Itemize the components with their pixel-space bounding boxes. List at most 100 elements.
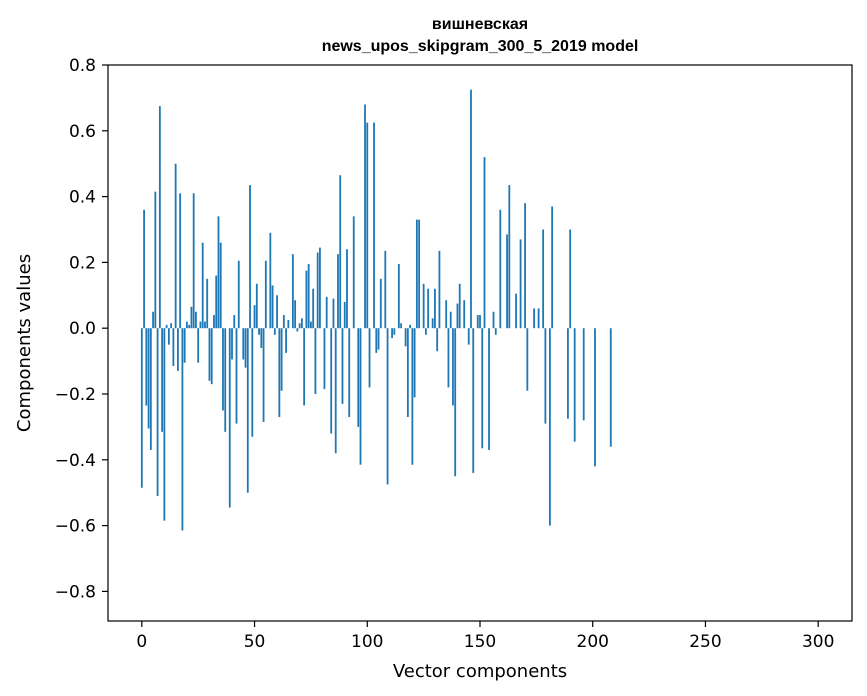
bar (339, 175, 342, 329)
bar (294, 300, 297, 329)
bar (147, 328, 150, 429)
bar (255, 283, 258, 329)
bar (343, 301, 346, 329)
y-tick-label: −0.4 (55, 451, 96, 471)
y-tick-label: −0.8 (55, 582, 96, 602)
bar (436, 328, 439, 352)
bar (181, 328, 184, 531)
bar (323, 328, 326, 390)
bar (386, 328, 389, 485)
bar (140, 328, 143, 488)
x-tick-label: 300 (802, 632, 834, 652)
x-tick-label: 50 (244, 632, 266, 652)
bar (346, 249, 348, 329)
bar (282, 315, 285, 329)
bar (548, 328, 551, 526)
bar (262, 328, 265, 422)
bar (310, 321, 312, 329)
bar (391, 328, 393, 339)
y-tick-label: −0.6 (55, 517, 96, 537)
bar (176, 328, 179, 371)
bar (413, 328, 416, 398)
bar (492, 311, 495, 329)
bar (174, 163, 177, 329)
bar (208, 328, 211, 381)
bar (206, 278, 209, 329)
bar (393, 328, 396, 335)
bar (479, 315, 481, 329)
bar (422, 283, 425, 329)
bar (533, 308, 536, 329)
bar (458, 283, 461, 329)
bar (307, 264, 310, 329)
bar (526, 328, 529, 391)
bar (508, 185, 511, 329)
bar (233, 315, 236, 329)
bar (379, 278, 382, 329)
bar (494, 328, 497, 335)
y-tick-label: 0.6 (69, 122, 96, 142)
bar (447, 328, 450, 388)
bar (537, 308, 540, 329)
y-tick-label: 0.2 (69, 253, 96, 273)
bar (483, 157, 486, 329)
bar (332, 298, 335, 329)
bar (249, 185, 251, 329)
bar (481, 328, 484, 449)
bar (316, 252, 319, 329)
y-tick-label: 0.0 (69, 319, 96, 339)
bar (156, 328, 159, 496)
bar (219, 242, 222, 329)
bar (271, 285, 274, 329)
bar (359, 328, 362, 465)
y-tick-label: 0.4 (69, 188, 96, 208)
bar (377, 328, 380, 350)
bar (246, 328, 249, 493)
bar (366, 122, 369, 329)
bar (609, 328, 612, 447)
x-tick-label: 150 (464, 632, 496, 652)
bar (145, 328, 148, 406)
bar (201, 242, 204, 329)
bar (251, 328, 254, 437)
bar (463, 300, 466, 329)
bar (438, 250, 441, 329)
chart-subtitle: news_upos_skipgram_300_5_2019 model (322, 38, 639, 55)
bar (260, 328, 263, 348)
bar (449, 311, 452, 329)
bar (192, 193, 195, 329)
x-axis-label: Vector components (393, 661, 567, 682)
bar (594, 328, 596, 467)
bar (544, 328, 547, 424)
y-axis-label: Components values (14, 254, 35, 432)
bar (224, 328, 227, 432)
bar (515, 293, 517, 329)
bar (456, 303, 459, 329)
bar (269, 232, 272, 329)
bar (569, 229, 572, 329)
bar (253, 305, 256, 329)
bar (231, 328, 233, 360)
chart-title: вишневская (432, 16, 528, 33)
bar (334, 328, 337, 454)
bar (158, 106, 161, 329)
bar (167, 328, 170, 345)
bar (179, 193, 182, 329)
bar (197, 328, 200, 363)
x-tick-label: 250 (689, 632, 721, 652)
bar (352, 216, 355, 329)
bar (222, 328, 224, 411)
bar (303, 328, 306, 406)
bar (524, 203, 526, 329)
bar (467, 328, 470, 345)
bar (427, 288, 430, 329)
x-axis: 0 50 100 150 200 250 300 (136, 621, 834, 652)
bar (215, 275, 218, 329)
bar (280, 328, 283, 391)
bar (278, 328, 281, 418)
bar (291, 254, 294, 329)
bar (368, 328, 371, 388)
bar (188, 324, 191, 329)
bar (409, 324, 412, 329)
bar (454, 328, 457, 477)
